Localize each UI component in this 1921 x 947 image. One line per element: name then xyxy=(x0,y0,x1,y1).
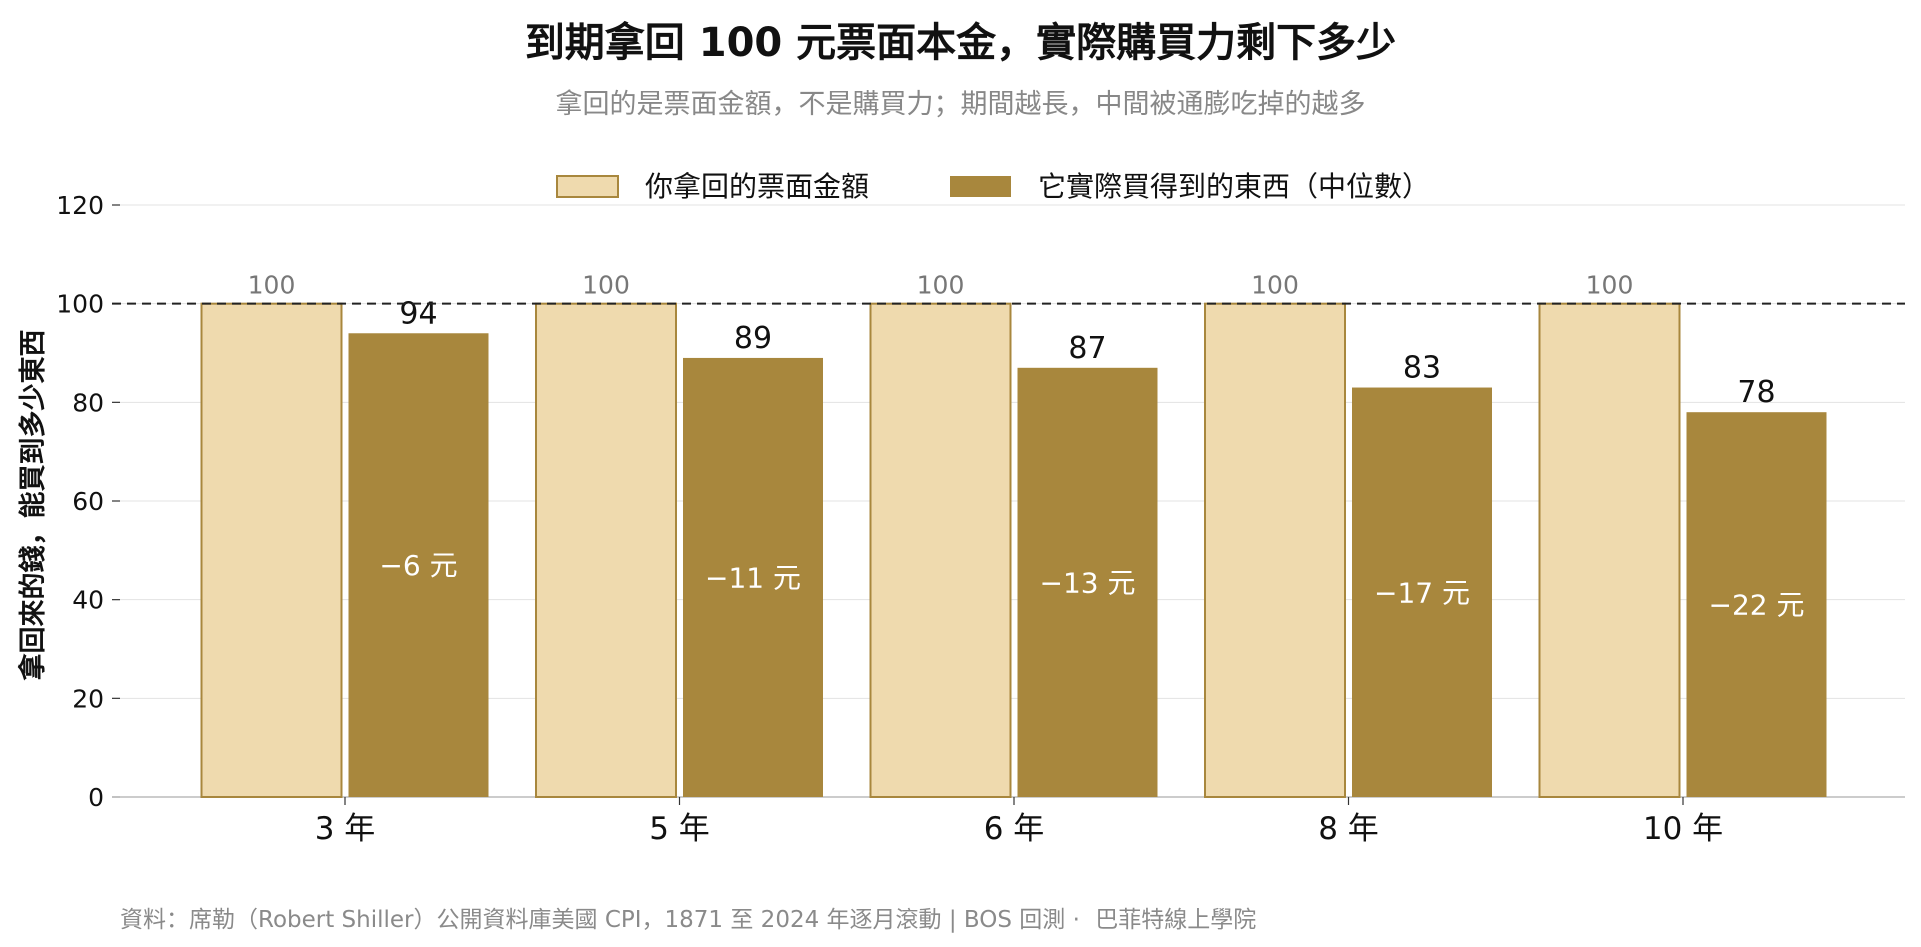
y-tick-label: 20 xyxy=(72,684,104,713)
data-label-real: 94 xyxy=(399,296,437,331)
legend-label-real: 它實際買得到的東西（中位數） xyxy=(1038,170,1430,203)
chart-title: 到期拿回 100 元票面本金，實際購買力剩下多少 xyxy=(524,20,1397,66)
y-tick-label: 60 xyxy=(72,487,104,516)
y-tick-label: 120 xyxy=(56,191,104,220)
y-axis-label: 拿回來的錢，能買到多少東西 xyxy=(17,330,49,681)
chart-subtitle: 拿回的是票面金額，不是購買力；期間越長，中間被通膨吃掉的越多 xyxy=(555,89,1366,120)
x-tick-label: 8 年 xyxy=(1318,811,1379,847)
bar-face-value xyxy=(200,302,343,798)
source-note: 資料：席勒（Robert Shiller）公開資料庫美國 CPI，1871 至 … xyxy=(120,907,1080,933)
bar-real-value xyxy=(1686,412,1827,797)
data-label-real: 89 xyxy=(734,321,772,356)
legend-swatch-face xyxy=(556,175,619,198)
data-label-face: 100 xyxy=(582,271,630,300)
x-tick-label: 5 年 xyxy=(649,811,710,847)
data-label-real: 83 xyxy=(1403,351,1441,386)
bar-real-value xyxy=(1352,387,1492,797)
bar-face-value xyxy=(869,302,1012,798)
loss-label: −13 元 xyxy=(1040,566,1136,599)
y-tick-label: 40 xyxy=(72,586,104,615)
loss-label: −22 元 xyxy=(1709,589,1805,622)
loss-label: −6 元 xyxy=(379,549,457,582)
legend-label-face: 你拿回的票面金額 xyxy=(645,170,869,203)
data-label-real: 78 xyxy=(1737,375,1775,410)
loss-label: −11 元 xyxy=(705,561,801,594)
bar-face-value xyxy=(1538,302,1681,798)
data-label-face: 100 xyxy=(248,271,296,300)
x-tick-label: 3 年 xyxy=(315,811,376,847)
legend-swatch-real xyxy=(950,176,1011,197)
loss-label: −17 元 xyxy=(1374,576,1470,609)
brand-name: 巴菲特線上學院 xyxy=(1095,907,1257,933)
bar-real-value xyxy=(348,333,489,797)
data-label-face: 100 xyxy=(1586,271,1634,300)
y-tick-label: 0 xyxy=(88,783,104,812)
source-footer: 資料：席勒（Robert Shiller）公開資料庫美國 CPI，1871 至 … xyxy=(120,900,1256,934)
y-tick-label: 100 xyxy=(56,290,104,319)
y-tick-label: 80 xyxy=(72,388,104,417)
bar-real-value xyxy=(1017,367,1158,797)
data-label-real: 87 xyxy=(1068,331,1106,366)
x-tick-label: 10 年 xyxy=(1643,811,1723,847)
x-tick-label: 6 年 xyxy=(984,811,1045,847)
bar-real-value xyxy=(683,357,823,797)
data-label-face: 100 xyxy=(917,271,965,300)
data-label-face: 100 xyxy=(1251,271,1299,300)
bar-face-value xyxy=(535,302,677,798)
bar-face-value xyxy=(1204,302,1346,798)
